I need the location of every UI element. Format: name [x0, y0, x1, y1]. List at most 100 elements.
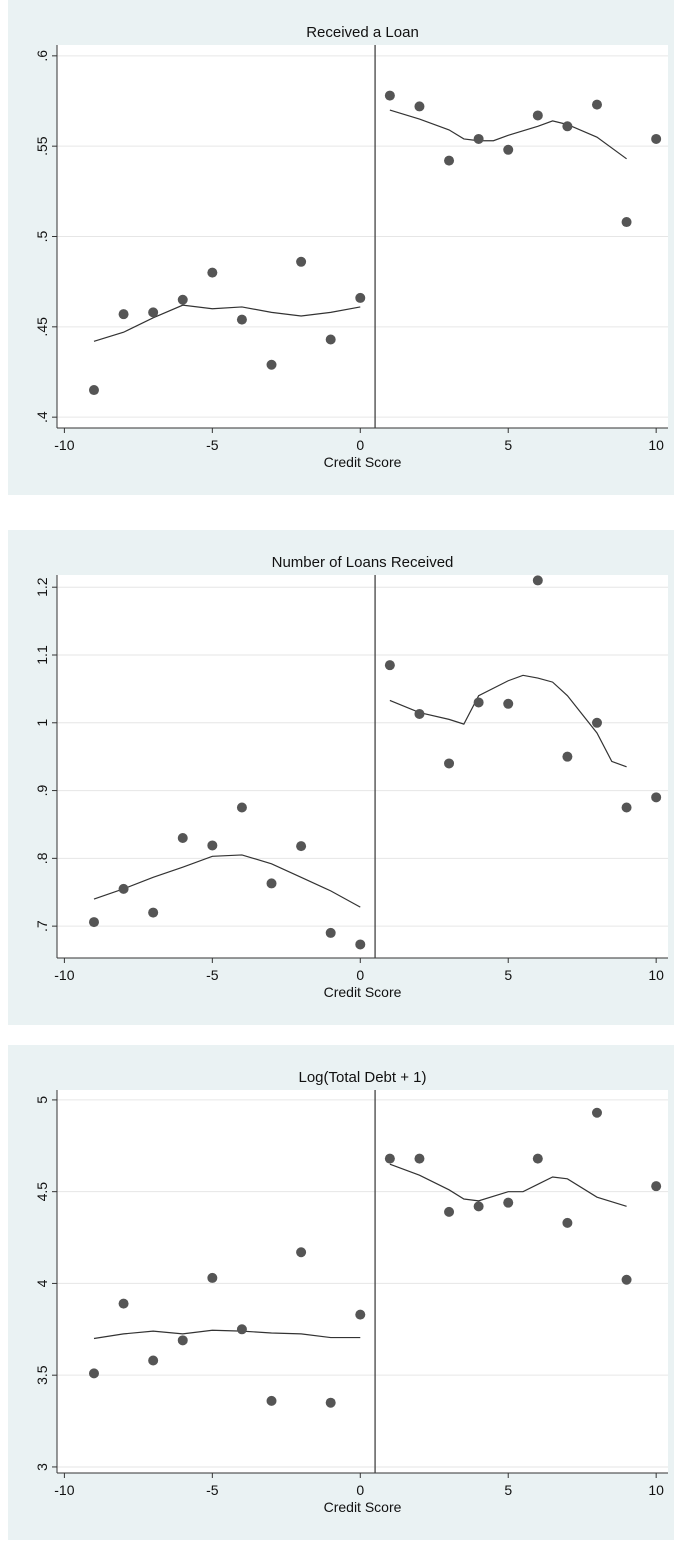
y-tick-label: 4.5 [34, 1182, 50, 1202]
data-point [207, 1272, 218, 1283]
x-tick-label: -5 [206, 967, 219, 983]
y-tick-label: .55 [34, 136, 50, 156]
y-tick-label: 1.1 [34, 645, 50, 665]
data-point [325, 1397, 336, 1408]
data-point [444, 155, 455, 166]
data-point [266, 878, 277, 889]
x-tick-label: -10 [54, 437, 74, 453]
data-point [88, 1368, 99, 1379]
fit-line [389, 674, 627, 768]
data-point [88, 917, 99, 928]
y-tick-label: .4 [34, 411, 50, 423]
x-tick-label: 10 [648, 967, 664, 983]
data-point [384, 660, 395, 671]
data-point [177, 833, 188, 844]
data-point [177, 294, 188, 305]
data-point [414, 708, 425, 719]
data-point [562, 1217, 573, 1228]
y-tick-label: 3.5 [34, 1365, 50, 1385]
data-point [148, 1355, 159, 1366]
data-point [562, 751, 573, 762]
chart-title: Number of Loans Received [272, 554, 454, 571]
data-point [296, 1247, 307, 1258]
data-point [532, 575, 543, 586]
data-point [503, 1197, 514, 1208]
data-point [621, 217, 632, 228]
plot-area [57, 1090, 668, 1473]
panel: Log(Total Debt + 1) 3 3.5 4 4.5 5 -10 -5 0 5 10 Cre… [8, 1045, 674, 1540]
data-point [207, 267, 218, 278]
data-point [118, 1298, 129, 1309]
y-tick-label: .9 [34, 785, 50, 797]
data-point [473, 133, 484, 144]
x-tick-label: 10 [648, 1482, 664, 1498]
panel: Number of Loans Received .7 .8 .9 1 1.1 1.2 -10… [8, 530, 674, 1025]
data-point [88, 385, 99, 396]
data-point [384, 90, 395, 101]
fit-line [93, 1329, 361, 1340]
data-point [444, 1206, 455, 1217]
data-point [414, 1153, 425, 1164]
data-point [473, 697, 484, 708]
data-point [355, 292, 366, 303]
data-point [236, 314, 247, 325]
x-tick-label: 0 [356, 437, 364, 453]
x-tick-label: 0 [356, 1482, 364, 1498]
data-point [355, 939, 366, 950]
data-point [591, 1107, 602, 1118]
data-point [532, 110, 543, 121]
y-tick-label: .8 [34, 852, 50, 864]
data-point [325, 334, 336, 345]
data-point [266, 359, 277, 370]
data-point [621, 1274, 632, 1285]
x-axis-label: Credit Score [324, 1499, 402, 1515]
data-point [444, 758, 455, 769]
x-axis-label: Credit Score [324, 454, 402, 470]
data-point [177, 1335, 188, 1346]
x-tick-label: 5 [504, 1482, 512, 1498]
data-point [503, 144, 514, 155]
fit-line [389, 1163, 627, 1207]
x-tick-label: -5 [206, 1482, 219, 1498]
x-tick-label: 5 [504, 967, 512, 983]
data-point [118, 883, 129, 894]
data-point [651, 792, 662, 803]
x-tick-label: 10 [648, 437, 664, 453]
data-point [621, 802, 632, 813]
data-point [503, 698, 514, 709]
data-point [236, 1324, 247, 1335]
data-point [207, 840, 218, 851]
plot-area [57, 575, 668, 958]
data-point [532, 1153, 543, 1164]
chart-title: Received a Loan [306, 24, 419, 41]
data-point [355, 1309, 366, 1320]
panel: Received a Loan .4 .45 .5 .55 .6 -10 -5 0 5 10 Cred… [8, 0, 674, 495]
y-tick-label: .45 [34, 317, 50, 337]
data-point [591, 99, 602, 110]
data-point [651, 1181, 662, 1192]
data-point [651, 133, 662, 144]
y-tick-label: 3 [34, 1463, 50, 1471]
y-tick-label: 1 [34, 719, 50, 727]
y-tick-label: .7 [34, 920, 50, 932]
y-tick-label: 4 [34, 1279, 50, 1287]
data-point [473, 1201, 484, 1212]
data-point [296, 841, 307, 852]
fit-line [93, 854, 361, 908]
data-point [296, 256, 307, 267]
y-tick-label: 1.2 [34, 577, 50, 597]
x-tick-label: -5 [206, 437, 219, 453]
data-point [266, 1395, 277, 1406]
data-point [384, 1153, 395, 1164]
data-point [325, 927, 336, 938]
data-point [562, 121, 573, 132]
x-tick-label: 5 [504, 437, 512, 453]
x-tick-label: 0 [356, 967, 364, 983]
fit-line [93, 304, 361, 342]
y-tick-label: 5 [34, 1096, 50, 1104]
y-tick-label: .6 [34, 50, 50, 62]
data-point [148, 307, 159, 318]
chart-title: Log(Total Debt + 1) [299, 1069, 427, 1086]
x-axis-label: Credit Score [324, 984, 402, 1000]
